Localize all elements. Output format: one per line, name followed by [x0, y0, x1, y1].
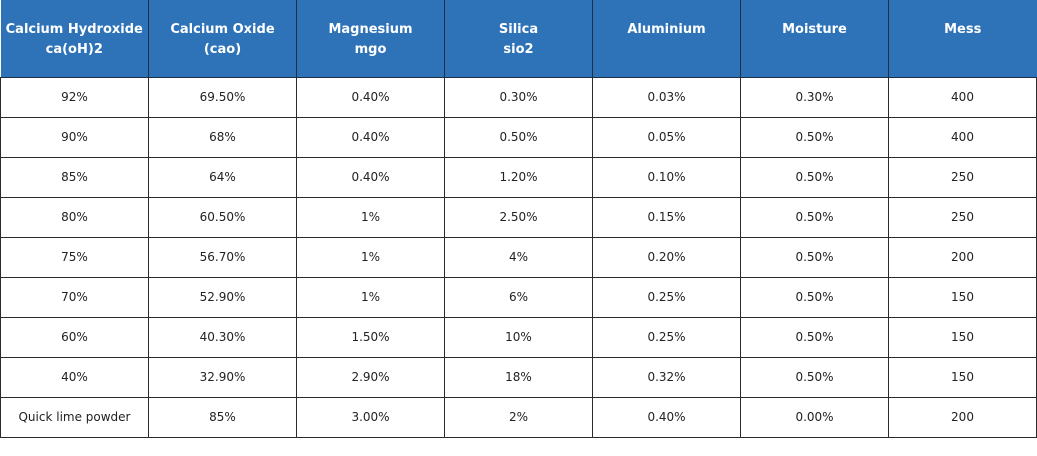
column-header-calcium-oxide: Calcium Oxide (cao) [148, 0, 297, 78]
table-cell: 75% [0, 237, 149, 278]
table-cell: 0.00% [740, 397, 889, 438]
column-header-aluminium: Aluminium [592, 0, 741, 78]
table-cell: 6% [444, 277, 593, 318]
table-cell: 0.50% [740, 157, 889, 198]
column-header-calcium-hydroxide: Calcium Hydroxide ca(oH)2 [0, 0, 149, 78]
table-cell: 32.90% [148, 357, 297, 398]
table-cell: 0.20% [592, 237, 741, 278]
table-cell: 80% [0, 197, 149, 238]
table-cell: 0.30% [444, 77, 593, 118]
header-line1: Silica [498, 22, 539, 37]
table-cell: 3.00% [296, 397, 445, 438]
table-cell: 0.15% [592, 197, 741, 238]
table-cell: 0.40% [296, 157, 445, 198]
table-cell: 2.90% [296, 357, 445, 398]
table-cell: 150 [888, 357, 1037, 398]
table-row: 85% 64% 0.40% 1.20% 0.10% 0.50% 250 [0, 157, 1037, 198]
table-cell: 0.25% [592, 317, 741, 358]
table-cell: 0.50% [740, 117, 889, 158]
table-cell: 0.50% [444, 117, 593, 158]
table-cell: 0.50% [740, 357, 889, 398]
table-cell: 200 [888, 237, 1037, 278]
header-line1: Calcium Hydroxide [5, 22, 143, 37]
header-line1: Moisture [782, 22, 847, 37]
table-cell: Quick lime powder [0, 397, 149, 438]
table-cell: 2.50% [444, 197, 593, 238]
table-cell: 60.50% [148, 197, 297, 238]
table-cell: 400 [888, 117, 1037, 158]
header-line2: mgo [354, 42, 387, 57]
header-row: Calcium Hydroxide ca(oH)2 Calcium Oxide (c… [0, 0, 1037, 78]
table-cell: 69.50% [148, 77, 297, 118]
composition-table: Calcium Hydroxide ca(oH)2 Calcium Oxide (c… [0, 0, 1037, 438]
table-cell: 0.50% [740, 237, 889, 278]
table-cell: 0.10% [592, 157, 741, 198]
table-cell: 40% [0, 357, 149, 398]
table-cell: 64% [148, 157, 297, 198]
table-cell: 70% [0, 277, 149, 318]
table-cell: 250 [888, 157, 1037, 198]
table-cell: 0.50% [740, 277, 889, 318]
table-cell: 1% [296, 197, 445, 238]
table-cell: 40.30% [148, 317, 297, 358]
table-row: 92% 69.50% 0.40% 0.30% 0.03% 0.30% 400 [0, 77, 1037, 118]
table-cell: 200 [888, 397, 1037, 438]
table-cell: 150 [888, 317, 1037, 358]
header-line2: (cao) [203, 42, 242, 57]
header-line1: Magnesium [328, 22, 413, 37]
table-cell: 85% [0, 157, 149, 198]
header-line2: sio2 [503, 42, 534, 57]
table-row: 75% 56.70% 1% 4% 0.20% 0.50% 200 [0, 237, 1037, 278]
table-cell: 0.30% [740, 77, 889, 118]
table-row: 80% 60.50% 1% 2.50% 0.15% 0.50% 250 [0, 197, 1037, 238]
table-row: 70% 52.90% 1% 6% 0.25% 0.50% 150 [0, 277, 1037, 318]
table-cell: 0.50% [740, 197, 889, 238]
column-header-moisture: Moisture [740, 0, 889, 78]
header-line2: ca(oH)2 [45, 42, 103, 57]
table-cell: 4% [444, 237, 593, 278]
table-cell: 0.03% [592, 77, 741, 118]
table-row: 40% 32.90% 2.90% 18% 0.32% 0.50% 150 [0, 357, 1037, 398]
table-cell: 0.05% [592, 117, 741, 158]
column-header-silica: Silica sio2 [444, 0, 593, 78]
table-cell: 250 [888, 197, 1037, 238]
table-cell: 92% [0, 77, 149, 118]
table-body: 92% 69.50% 0.40% 0.30% 0.03% 0.30% 400 9… [0, 77, 1037, 438]
table-cell: 18% [444, 357, 593, 398]
table-cell: 56.70% [148, 237, 297, 278]
header-line1: Calcium Oxide [170, 22, 275, 37]
table-cell: 0.25% [592, 277, 741, 318]
table-cell: 0.40% [296, 117, 445, 158]
table-row: 60% 40.30% 1.50% 10% 0.25% 0.50% 150 [0, 317, 1037, 358]
table-cell: 52.90% [148, 277, 297, 318]
table-cell: 2% [444, 397, 593, 438]
table-cell: 0.40% [592, 397, 741, 438]
table-cell: 1.50% [296, 317, 445, 358]
table-header: Calcium Hydroxide ca(oH)2 Calcium Oxide (c… [0, 0, 1037, 78]
column-header-magnesium: Magnesium mgo [296, 0, 445, 78]
header-line1: Mess [944, 22, 982, 37]
table-cell: 60% [0, 317, 149, 358]
table-cell: 0.32% [592, 357, 741, 398]
table-cell: 150 [888, 277, 1037, 318]
table-cell: 0.50% [740, 317, 889, 358]
table-cell: 85% [148, 397, 297, 438]
table-cell: 90% [0, 117, 149, 158]
table-cell: 1% [296, 237, 445, 278]
header-line1: Aluminium [627, 22, 706, 37]
table-cell: 68% [148, 117, 297, 158]
table-cell: 1% [296, 277, 445, 318]
table-cell: 400 [888, 77, 1037, 118]
table-row: 90% 68% 0.40% 0.50% 0.05% 0.50% 400 [0, 117, 1037, 158]
table-cell: 1.20% [444, 157, 593, 198]
table-row: Quick lime powder 85% 3.00% 2% 0.40% 0.0… [0, 397, 1037, 438]
table-cell: 0.40% [296, 77, 445, 118]
column-header-mess: Mess [888, 0, 1037, 78]
table-cell: 10% [444, 317, 593, 358]
